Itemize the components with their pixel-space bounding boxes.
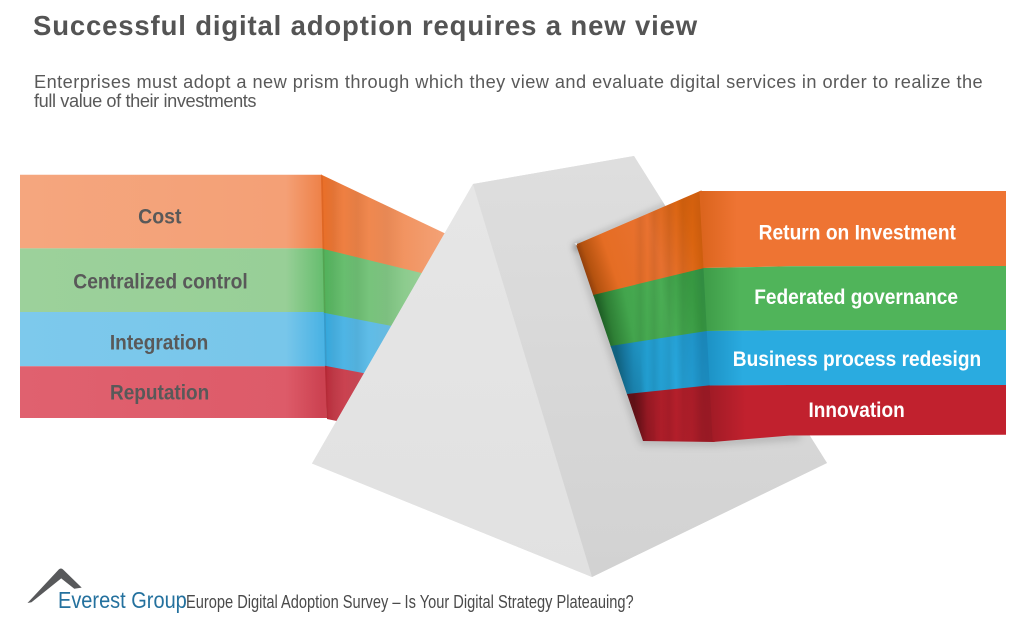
svg-text:Integration: Integration <box>110 331 208 354</box>
svg-text:Centralized control: Centralized control <box>73 271 247 294</box>
svg-text:Business process redesign: Business process redesign <box>733 348 981 371</box>
svg-text:Return on Investment: Return on Investment <box>759 222 956 245</box>
svg-text:Federated governance: Federated governance <box>754 286 958 309</box>
svg-text:Cost: Cost <box>138 206 181 229</box>
svg-text:Reputation: Reputation <box>110 381 209 404</box>
svg-text:Innovation: Innovation <box>809 399 905 422</box>
